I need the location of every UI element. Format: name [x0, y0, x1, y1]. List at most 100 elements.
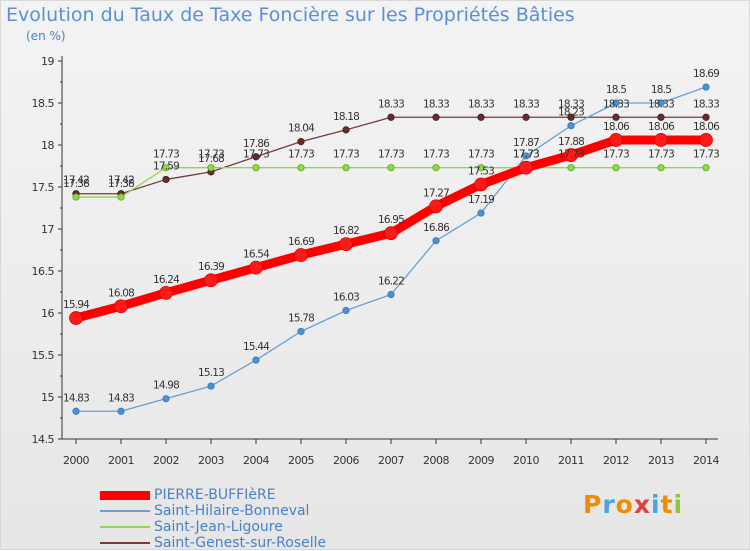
data-label: 17.73: [468, 149, 494, 161]
x-tick-label: 2001: [108, 454, 134, 467]
data-label: 18.06: [693, 121, 720, 133]
chart-legend: PIERRE-BUFFIèRE Saint-Hilaire-Bonneval Sai…: [100, 487, 326, 551]
data-label: 18.33: [693, 98, 719, 110]
data-label: 17.59: [153, 160, 179, 172]
legend-item: Saint-Jean-Ligoure: [100, 519, 326, 535]
x-tick-label: 2007: [378, 454, 404, 467]
legend-label: Saint-Genest-sur-Roselle: [154, 535, 327, 551]
data-label: 14.83: [108, 392, 134, 404]
data-label: 16.22: [378, 276, 404, 288]
x-tick-label: 2000: [63, 454, 89, 467]
legend-label: Saint-Hilaire-Bonneval: [154, 503, 310, 519]
legend-swatch: [100, 542, 150, 544]
x-tick-label: 2006: [333, 454, 359, 467]
data-point: [477, 164, 485, 172]
legend-item: Saint-Hilaire-Bonneval: [100, 503, 326, 519]
data-label: 17.73: [693, 149, 719, 161]
data-point: [162, 395, 170, 403]
logo-letter: r: [602, 490, 616, 519]
y-tick-label: 15.5: [32, 349, 55, 362]
y-tick-label: 17: [41, 223, 54, 236]
data-label: 18.33: [648, 98, 674, 110]
x-tick-label: 2004: [243, 454, 269, 467]
logo-letter: i: [673, 490, 684, 519]
legend-swatch: [100, 510, 150, 512]
data-point: [702, 83, 710, 91]
data-point: [432, 113, 440, 121]
logo-letter: x: [633, 490, 651, 519]
data-label: 17.73: [603, 149, 629, 161]
data-label: 17.87: [513, 137, 539, 149]
data-label: 17.73: [513, 149, 539, 161]
data-label: 17.86: [243, 138, 270, 150]
x-tick-label: 2009: [468, 454, 494, 467]
y-tick-label: 16: [41, 307, 54, 320]
x-tick-label: 2005: [288, 454, 314, 467]
legend-swatch: [100, 526, 150, 528]
data-point: [117, 193, 125, 201]
data-point: [252, 356, 260, 364]
data-point: [612, 113, 620, 121]
data-label: 16.08: [108, 287, 134, 299]
data-label: 15.44: [243, 341, 270, 353]
data-label: 16.86: [423, 222, 450, 234]
data-label: 17.73: [423, 149, 449, 161]
data-point: [342, 164, 350, 172]
legend-item: PIERRE-BUFFIèRE: [100, 487, 326, 503]
logo-letter: P: [583, 490, 603, 519]
data-point: [657, 113, 665, 121]
data-label: 15.13: [198, 367, 224, 379]
x-tick-label: 2014: [693, 454, 719, 467]
data-point: [567, 113, 575, 121]
data-label: 14.83: [63, 392, 89, 404]
y-tick-label: 18: [41, 139, 54, 152]
data-label: 18.23: [558, 107, 584, 119]
data-point: [69, 311, 83, 325]
y-tick-label: 19: [41, 55, 54, 68]
y-tick-label: 17.5: [32, 181, 55, 194]
data-label: 18.5: [606, 84, 626, 96]
data-label: 18.33: [603, 98, 629, 110]
x-tick-label: 2003: [198, 454, 224, 467]
data-point: [297, 138, 305, 146]
data-label: 16.39: [198, 261, 224, 273]
data-label: 16.82: [333, 225, 359, 237]
data-point: [657, 164, 665, 172]
logo-letter: t: [660, 490, 674, 519]
data-label: 17.73: [333, 149, 359, 161]
data-label: 17.38: [108, 178, 134, 190]
data-point: [297, 164, 305, 172]
data-point: [474, 177, 488, 192]
data-point: [207, 164, 215, 172]
data-point: [207, 382, 215, 390]
data-label: 17.53: [468, 165, 494, 177]
data-point: [432, 164, 440, 172]
data-label: 18.69: [693, 68, 719, 80]
proxiti-logo: Proxiti: [583, 490, 683, 519]
data-point: [204, 273, 218, 288]
data-point: [162, 164, 170, 172]
data-label: 17.73: [243, 149, 269, 161]
data-point: [342, 126, 350, 134]
legend-label: Saint-Jean-Ligoure: [154, 519, 283, 535]
data-label: 16.95: [378, 214, 404, 226]
data-label: 18.5: [651, 84, 671, 96]
data-point: [612, 164, 620, 172]
data-label: 17.88: [558, 136, 584, 148]
data-label: 17.68: [198, 153, 224, 165]
chart-unit: (en %): [26, 29, 66, 43]
data-label: 18.18: [333, 111, 359, 123]
legend-swatch: [100, 490, 150, 500]
data-label: 17.19: [468, 194, 494, 206]
data-label: 17.73: [648, 149, 674, 161]
data-label: 15.78: [288, 312, 314, 324]
data-point: [339, 237, 353, 252]
data-label: 17.38: [63, 178, 89, 190]
data-point: [294, 248, 308, 262]
data-point: [72, 193, 80, 201]
series-group: [69, 133, 713, 325]
logo-letter: i: [651, 490, 661, 519]
data-label: 17.73: [513, 149, 539, 161]
data-point: [159, 285, 173, 300]
